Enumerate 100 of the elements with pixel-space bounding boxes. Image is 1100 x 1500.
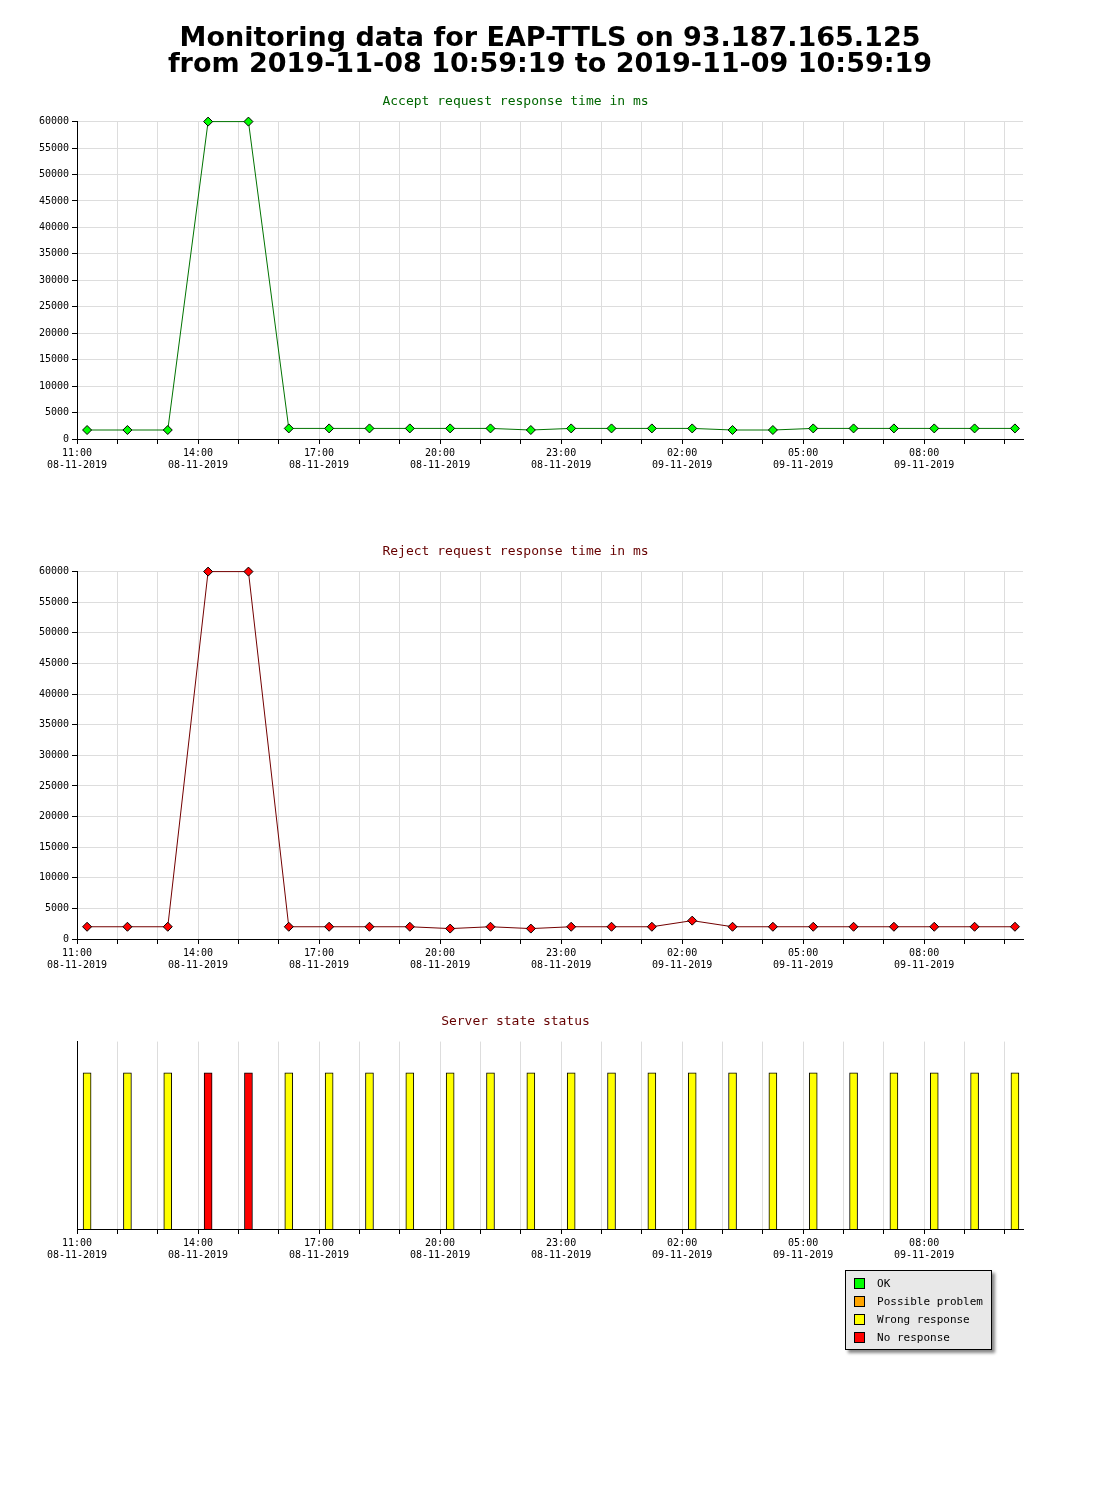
point (243, 566, 254, 577)
y-tick-label: 0 (62, 932, 69, 944)
point (364, 921, 375, 932)
legend-label: Wrong response (877, 1312, 970, 1326)
point (283, 921, 294, 932)
point (808, 423, 819, 434)
point (687, 915, 698, 926)
point (82, 921, 93, 932)
point (888, 423, 899, 434)
point (767, 921, 778, 932)
point (283, 423, 294, 434)
point (687, 423, 698, 434)
y-tick-label: 35000 (38, 247, 69, 259)
x-tick-label: 05:00 09-11-2019 (773, 446, 834, 470)
y-tick-label: 5000 (44, 901, 69, 913)
point (445, 423, 456, 434)
y-tick-label: 40000 (38, 220, 69, 232)
x-tick-label: 20:00 08-11-2019 (409, 946, 471, 970)
y-tick-label: 45000 (38, 194, 69, 206)
chart-title: Server state status (441, 1013, 590, 1029)
point (969, 423, 980, 434)
y-tick-label: 15000 (38, 353, 69, 365)
y-tick-label: 25000 (38, 779, 69, 791)
x-tick-label: 02:00 09-11-2019 (652, 946, 713, 970)
x-tick-label: 08:00 09-11-2019 (894, 1236, 955, 1260)
point (324, 921, 335, 932)
point (525, 425, 536, 436)
point (606, 921, 617, 932)
y-tick-label: 15000 (38, 840, 69, 852)
x-tick-label: 20:00 08-11-2019 (409, 1236, 471, 1260)
point (969, 921, 980, 932)
point (566, 423, 577, 434)
x-tick-label: 02:00 09-11-2019 (652, 1236, 713, 1260)
point (606, 423, 617, 434)
point (767, 425, 778, 436)
y-tick-label: 30000 (38, 273, 69, 285)
y-tick-label: 10000 (38, 871, 69, 883)
point (162, 921, 173, 932)
point (404, 921, 415, 932)
x-tick-label: 14:00 08-11-2019 (167, 1236, 229, 1260)
legend-label: OK (877, 1276, 891, 1290)
x-tick-label: 02:00 09-11-2019 (652, 446, 713, 470)
y-tick-label: 10000 (38, 379, 69, 391)
y-tick-label: 25000 (38, 300, 69, 312)
point (727, 425, 738, 436)
point (929, 921, 940, 932)
y-tick-label: 35000 (38, 718, 69, 730)
point (445, 923, 456, 934)
point (1009, 921, 1020, 932)
point (485, 423, 496, 434)
x-tick-label: 08:00 09-11-2019 (894, 446, 955, 470)
point (404, 423, 415, 434)
x-tick-label: 11:00 08-11-2019 (46, 946, 108, 970)
point (727, 921, 738, 932)
y-tick-label: 5000 (44, 406, 69, 418)
y-tick-label: 20000 (38, 810, 69, 822)
point (848, 921, 859, 932)
y-tick-label: 45000 (38, 657, 69, 669)
y-tick-label: 60000 (38, 115, 69, 127)
point (525, 923, 536, 934)
chart-title: Accept request response time in ms (382, 93, 649, 109)
point (82, 425, 93, 436)
point (243, 116, 254, 127)
x-tick-label: 11:00 08-11-2019 (46, 1236, 108, 1260)
x-tick-label: 08:00 09-11-2019 (894, 946, 955, 970)
point (1009, 423, 1020, 434)
x-tick-label: 17:00 08-11-2019 (288, 1236, 350, 1260)
legend-label: Possible problem (877, 1294, 983, 1308)
x-tick-label: 17:00 08-11-2019 (288, 946, 350, 970)
point (162, 425, 173, 436)
x-tick-label: 14:00 08-11-2019 (167, 446, 229, 470)
point (646, 921, 657, 932)
point (122, 921, 133, 932)
y-tick-label: 30000 (38, 748, 69, 760)
y-tick-label: 0 (62, 432, 69, 444)
x-tick-label: 23:00 08-11-2019 (530, 946, 592, 970)
point (566, 921, 577, 932)
point (364, 423, 375, 434)
y-tick-label: 60000 (38, 565, 69, 577)
point (888, 921, 899, 932)
y-tick-label: 20000 (38, 326, 69, 338)
y-tick-label: 40000 (38, 687, 69, 699)
x-tick-label: 20:00 08-11-2019 (409, 446, 471, 470)
point (929, 423, 940, 434)
point (848, 423, 859, 434)
x-tick-label: 17:00 08-11-2019 (288, 446, 350, 470)
chart-title: Reject request response time in ms (382, 543, 649, 559)
x-tick-label: 23:00 08-11-2019 (530, 446, 592, 470)
y-tick-label: 50000 (38, 626, 69, 638)
y-tick-label: 50000 (38, 168, 69, 180)
y-tick-label: 55000 (38, 141, 69, 153)
point (324, 423, 335, 434)
point (485, 921, 496, 932)
x-tick-label: 23:00 08-11-2019 (530, 1236, 592, 1260)
x-tick-label: 05:00 09-11-2019 (773, 946, 834, 970)
point (646, 423, 657, 434)
x-tick-label: 14:00 08-11-2019 (167, 946, 229, 970)
point (808, 921, 819, 932)
point (203, 566, 214, 577)
x-tick-label: 11:00 08-11-2019 (46, 446, 108, 470)
